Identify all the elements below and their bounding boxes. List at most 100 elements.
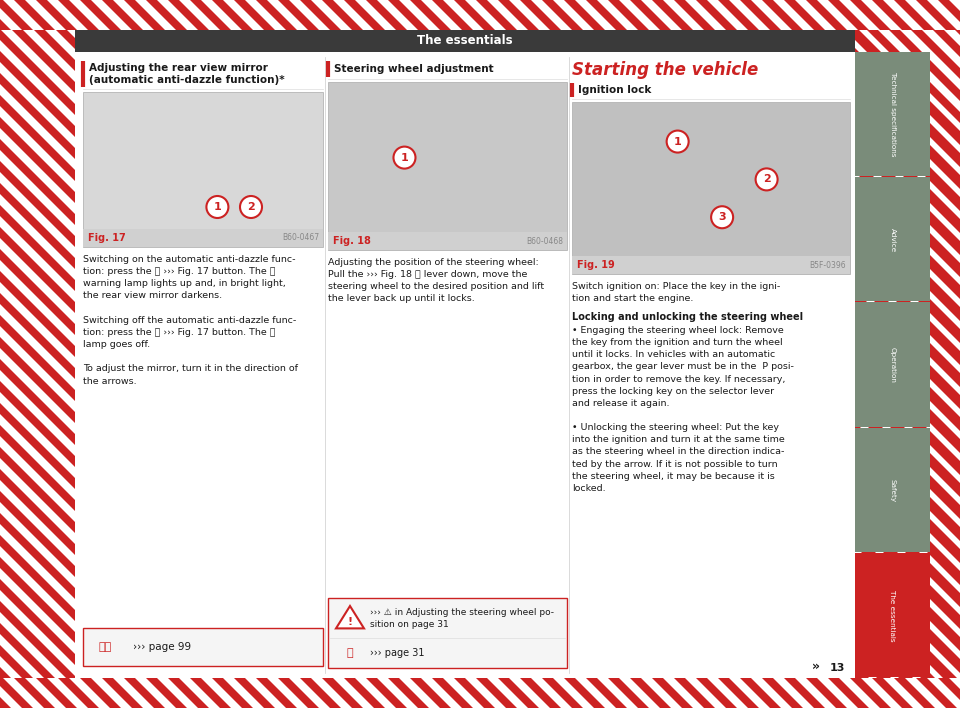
Polygon shape	[0, 30, 407, 678]
Text: ››› ⚠ in Adjusting the steering wheel po-
sition on page 31: ››› ⚠ in Adjusting the steering wheel po…	[370, 608, 554, 629]
Text: 2: 2	[763, 174, 771, 184]
Polygon shape	[889, 30, 960, 678]
Polygon shape	[493, 30, 960, 678]
Text: Switch ignition on: Place the key in the igni-
tion and start the engine.: Switch ignition on: Place the key in the…	[572, 282, 780, 303]
Polygon shape	[674, 678, 715, 708]
Text: 1: 1	[213, 202, 221, 212]
Polygon shape	[229, 30, 888, 678]
Polygon shape	[806, 678, 847, 708]
Polygon shape	[405, 30, 960, 678]
Polygon shape	[336, 606, 364, 629]
Bar	[0, 30, 75, 678]
Polygon shape	[564, 678, 605, 708]
Polygon shape	[0, 30, 363, 678]
Polygon shape	[608, 0, 649, 30]
Polygon shape	[207, 30, 866, 678]
Polygon shape	[273, 30, 932, 678]
Polygon shape	[78, 30, 737, 678]
Polygon shape	[454, 678, 495, 708]
Text: Safety: Safety	[890, 479, 896, 502]
Polygon shape	[256, 678, 297, 708]
Polygon shape	[628, 30, 960, 678]
Polygon shape	[427, 30, 960, 678]
Polygon shape	[476, 0, 517, 30]
Polygon shape	[0, 30, 517, 678]
Polygon shape	[388, 678, 429, 708]
Polygon shape	[738, 30, 960, 678]
Polygon shape	[344, 678, 385, 708]
Text: 13: 13	[829, 663, 845, 673]
Polygon shape	[0, 30, 275, 678]
Polygon shape	[518, 30, 960, 678]
Polygon shape	[515, 30, 960, 678]
Polygon shape	[366, 678, 407, 708]
Polygon shape	[872, 678, 913, 708]
Text: B5F-0396: B5F-0396	[809, 261, 846, 270]
Polygon shape	[168, 0, 209, 30]
Text: 📖🔍: 📖🔍	[98, 642, 111, 652]
Text: 3: 3	[718, 212, 726, 222]
Text: Switching on the automatic anti-dazzle func-
tion: press the Ⓙ ››› Fig. 17 butto: Switching on the automatic anti-dazzle f…	[83, 255, 298, 385]
Polygon shape	[430, 30, 960, 678]
Polygon shape	[0, 30, 495, 678]
Text: !: !	[348, 617, 352, 627]
Polygon shape	[0, 30, 11, 678]
Text: Fig. 17: Fig. 17	[88, 233, 126, 243]
Bar	[0, 0, 960, 30]
Polygon shape	[0, 30, 297, 678]
Polygon shape	[537, 30, 960, 678]
Text: Adjusting the rear view mirror: Adjusting the rear view mirror	[89, 63, 268, 73]
Polygon shape	[474, 30, 960, 678]
Polygon shape	[757, 30, 960, 678]
Polygon shape	[322, 0, 363, 30]
Bar	[572, 102, 850, 274]
Text: Fig. 18: Fig. 18	[333, 236, 371, 246]
Text: Locking and unlocking the steering wheel: Locking and unlocking the steering wheel	[572, 312, 804, 322]
Circle shape	[394, 147, 416, 169]
Polygon shape	[630, 678, 671, 708]
Polygon shape	[122, 30, 781, 678]
Polygon shape	[471, 30, 960, 678]
Text: B60-0467: B60-0467	[282, 234, 319, 243]
Polygon shape	[339, 30, 960, 678]
Polygon shape	[210, 30, 869, 678]
Polygon shape	[498, 678, 539, 708]
Polygon shape	[498, 0, 539, 30]
Polygon shape	[432, 678, 473, 708]
Polygon shape	[938, 678, 960, 708]
Polygon shape	[581, 30, 960, 678]
Polygon shape	[383, 30, 960, 678]
Polygon shape	[212, 678, 253, 708]
Text: Technical specifications: Technical specifications	[890, 72, 896, 157]
Polygon shape	[34, 30, 693, 678]
Text: Starting the vehicle: Starting the vehicle	[572, 61, 758, 79]
Polygon shape	[102, 0, 143, 30]
Polygon shape	[696, 678, 737, 708]
Polygon shape	[0, 30, 253, 678]
Polygon shape	[0, 30, 451, 678]
Bar	[83, 229, 323, 247]
Polygon shape	[938, 0, 960, 30]
Polygon shape	[454, 0, 495, 30]
Polygon shape	[320, 30, 960, 678]
Polygon shape	[342, 30, 960, 678]
Polygon shape	[0, 30, 187, 678]
Polygon shape	[163, 30, 822, 678]
Polygon shape	[647, 30, 960, 678]
Polygon shape	[562, 30, 960, 678]
Polygon shape	[848, 30, 960, 678]
Polygon shape	[364, 30, 960, 678]
Text: 1: 1	[400, 153, 408, 163]
Polygon shape	[300, 0, 341, 30]
Bar	[75, 30, 855, 52]
Polygon shape	[0, 30, 429, 678]
Text: 2: 2	[247, 202, 254, 212]
Bar	[855, 30, 960, 678]
Text: Adjusting the position of the steering wheel:
Pull the ››› Fig. 18 Ⓙ lever down,: Adjusting the position of the steering w…	[328, 258, 544, 304]
Polygon shape	[826, 30, 960, 678]
Polygon shape	[476, 678, 517, 708]
Polygon shape	[540, 30, 960, 678]
Text: Operation: Operation	[890, 347, 896, 383]
Text: »: »	[812, 659, 820, 673]
Polygon shape	[762, 0, 803, 30]
